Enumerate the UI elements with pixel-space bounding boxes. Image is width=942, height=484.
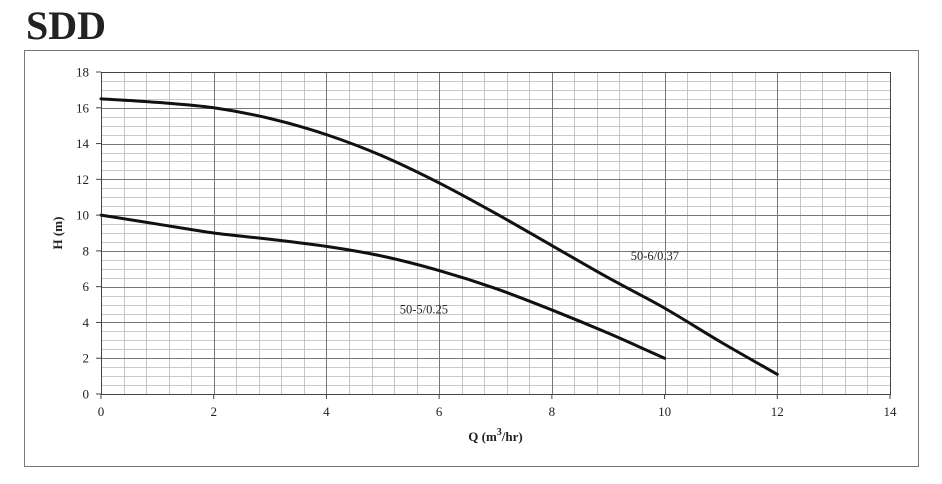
- chart-frame: [24, 50, 919, 467]
- x-tick-label: 4: [323, 404, 330, 419]
- series-line-1: [99, 97, 779, 376]
- y-tick-label: 12: [76, 172, 89, 187]
- x-tick-label: 0: [98, 404, 105, 419]
- x-tick-label: 2: [210, 404, 217, 419]
- x-tick-labels: 0 2 4 6 8 10 12 14: [98, 394, 897, 419]
- y-tick-label: 2: [83, 351, 90, 366]
- x-tick-label: 8: [549, 404, 556, 419]
- y-tick-label: 4: [83, 315, 90, 330]
- series-line-2: [99, 213, 667, 360]
- curve-labels: 50-6/0.37 50-5/0.25: [400, 249, 679, 317]
- series-layer: [99, 97, 779, 376]
- y-tick-label: 14: [76, 136, 90, 151]
- plot-area-border: [101, 72, 891, 395]
- x-axis-label: Q (m3/hr): [468, 427, 522, 444]
- y-tick-label: 18: [76, 65, 89, 80]
- curve-label: 50-5/0.25: [400, 303, 448, 317]
- y-tick-labels: 0 2 4 6 8 10 12 14 16 18: [76, 65, 101, 402]
- x-tick-label: 14: [884, 404, 898, 419]
- y-tick-label: 0: [83, 387, 90, 402]
- curve-label: 50-6/0.37: [631, 249, 679, 263]
- y-tick-label: 16: [76, 100, 90, 115]
- minor-gridlines: [101, 72, 891, 395]
- y-tick-label: 8: [83, 243, 90, 258]
- y-axis-label: H (m): [50, 217, 65, 250]
- x-tick-label: 12: [771, 404, 784, 419]
- x-tick-label: 10: [658, 404, 671, 419]
- y-tick-label: 6: [83, 279, 90, 294]
- y-tick-label: 10: [76, 208, 89, 223]
- chart-title: SDD: [26, 3, 107, 48]
- x-tick-label: 6: [436, 404, 443, 419]
